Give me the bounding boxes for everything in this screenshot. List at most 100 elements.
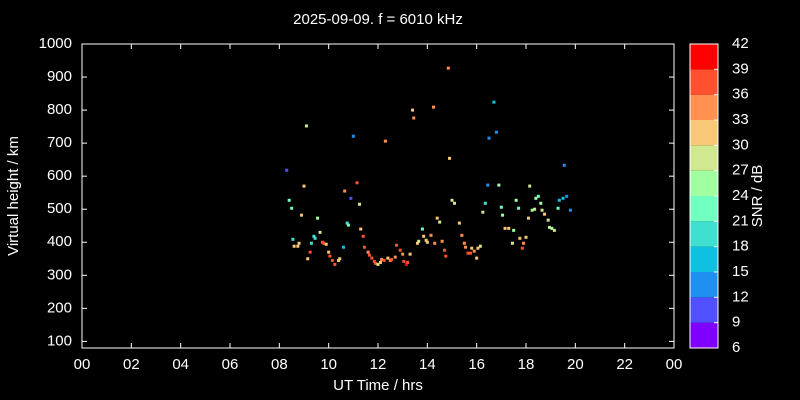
point [499, 205, 503, 209]
point [448, 156, 452, 160]
point [510, 241, 514, 245]
point [543, 212, 546, 216]
point [341, 245, 345, 249]
point [304, 124, 308, 128]
point [328, 254, 332, 258]
point [546, 218, 550, 222]
point [417, 239, 421, 243]
point [568, 208, 572, 212]
point [349, 196, 353, 200]
colorbar-segment [690, 272, 718, 298]
colorbar-segment [690, 322, 718, 348]
point [402, 259, 406, 263]
point [483, 201, 487, 205]
point [374, 261, 378, 265]
point [464, 245, 468, 249]
point [478, 244, 482, 248]
colorbar-tick-label: 18 [732, 238, 749, 255]
point [435, 216, 439, 220]
point [547, 225, 551, 229]
point [316, 216, 320, 220]
point [366, 250, 370, 254]
y-axis-label: Virtual height / km [5, 136, 22, 256]
y-tick-label: 200 [47, 299, 72, 316]
point [420, 227, 424, 231]
point [556, 206, 560, 210]
point [487, 136, 491, 140]
point [290, 206, 294, 210]
colorbar-tick-label: 42 [732, 35, 749, 52]
point [318, 230, 322, 234]
point [291, 237, 295, 241]
x-tick-label: 16 [468, 356, 485, 373]
point [346, 223, 350, 227]
point [497, 183, 501, 187]
point [534, 196, 538, 200]
y-tick-label: 600 [47, 167, 72, 184]
point [297, 241, 301, 245]
point [475, 256, 479, 260]
x-tick-label: 14 [419, 356, 436, 373]
point [306, 257, 310, 261]
colorbar-tick-label: 27 [732, 162, 749, 179]
x-tick-label: 06 [222, 356, 239, 373]
point [512, 228, 516, 232]
point [444, 254, 448, 258]
point [476, 246, 480, 250]
point [412, 116, 416, 120]
point [562, 163, 566, 167]
point [395, 243, 398, 247]
point [324, 242, 328, 246]
point [438, 220, 442, 224]
point [462, 241, 466, 245]
point [460, 233, 464, 237]
point [408, 252, 412, 256]
point [550, 226, 554, 230]
point [302, 184, 306, 188]
point [472, 249, 476, 253]
x-tick-label: 00 [74, 356, 91, 373]
point [422, 234, 426, 238]
point [393, 255, 397, 259]
point [433, 241, 437, 245]
y-tick-label: 900 [47, 68, 72, 85]
x-tick-label: 02 [123, 356, 140, 373]
point [406, 260, 410, 264]
y-tick-label: 800 [47, 101, 72, 118]
colorbar-tick-label: 21 [732, 212, 749, 229]
point [533, 207, 537, 211]
colorbar-tick-label: 33 [732, 111, 749, 128]
point [285, 168, 289, 172]
point [450, 198, 454, 202]
point [432, 105, 435, 109]
point [522, 241, 526, 245]
point [494, 130, 498, 134]
x-tick-label: 00 [666, 356, 683, 373]
y-tick-label: 700 [47, 134, 72, 151]
point [446, 66, 450, 70]
point [358, 202, 361, 206]
point [565, 194, 569, 198]
point [540, 208, 544, 212]
x-tick-label: 04 [172, 356, 189, 373]
point [404, 262, 408, 266]
point [536, 194, 540, 198]
point [378, 260, 382, 264]
point [390, 257, 394, 261]
point [561, 196, 565, 200]
point [503, 226, 507, 230]
point [292, 244, 296, 248]
point [443, 248, 447, 252]
point [355, 181, 359, 185]
colorbar-tick-label: 30 [732, 136, 749, 153]
point [309, 241, 313, 245]
colorbar-tick-label: 39 [732, 60, 749, 77]
point [557, 198, 561, 202]
point [362, 245, 366, 249]
x-tick-label: 22 [616, 356, 633, 373]
point [376, 262, 380, 266]
point [287, 198, 291, 202]
colorbar-segment [690, 221, 718, 247]
